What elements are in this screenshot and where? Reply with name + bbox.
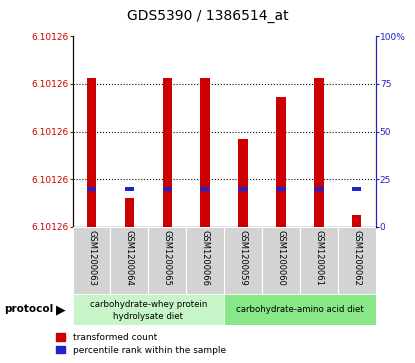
Text: GSM1200060: GSM1200060 [276,230,286,286]
Bar [314,78,324,227]
Bar [338,227,376,294]
Bar [314,187,324,191]
Text: GSM1200065: GSM1200065 [163,230,172,286]
Bar [163,78,172,227]
Bar [87,78,96,227]
Bar [163,187,172,191]
Bar [87,187,96,191]
Bar [200,78,210,227]
Text: protocol: protocol [4,305,54,314]
Bar [73,294,224,325]
Bar [300,227,338,294]
Legend: transformed count, percentile rank within the sample: transformed count, percentile rank withi… [56,333,226,355]
Bar [276,97,286,227]
Bar [186,227,224,294]
Text: GSM1200066: GSM1200066 [201,230,210,286]
Bar [238,187,248,191]
Bar [224,294,376,325]
Bar [124,187,134,191]
Bar [276,187,286,191]
Text: GSM1200061: GSM1200061 [314,230,323,286]
Bar [73,227,110,294]
Bar [200,187,210,191]
Text: GSM1200064: GSM1200064 [125,230,134,286]
Bar [238,139,248,227]
Text: GSM1200063: GSM1200063 [87,230,96,286]
Text: GDS5390 / 1386514_at: GDS5390 / 1386514_at [127,9,288,23]
Text: GSM1200059: GSM1200059 [239,230,247,286]
Bar [352,216,361,227]
Bar [124,198,134,227]
Text: carbohydrate-whey protein: carbohydrate-whey protein [90,300,207,309]
Bar [262,227,300,294]
Text: carbohydrate-amino acid diet: carbohydrate-amino acid diet [236,305,364,314]
Bar [149,227,186,294]
Text: hydrolysate diet: hydrolysate diet [113,312,183,321]
Bar [352,187,361,191]
Text: ▶: ▶ [56,303,66,316]
Text: GSM1200062: GSM1200062 [352,230,361,286]
Bar [110,227,149,294]
Bar [224,227,262,294]
